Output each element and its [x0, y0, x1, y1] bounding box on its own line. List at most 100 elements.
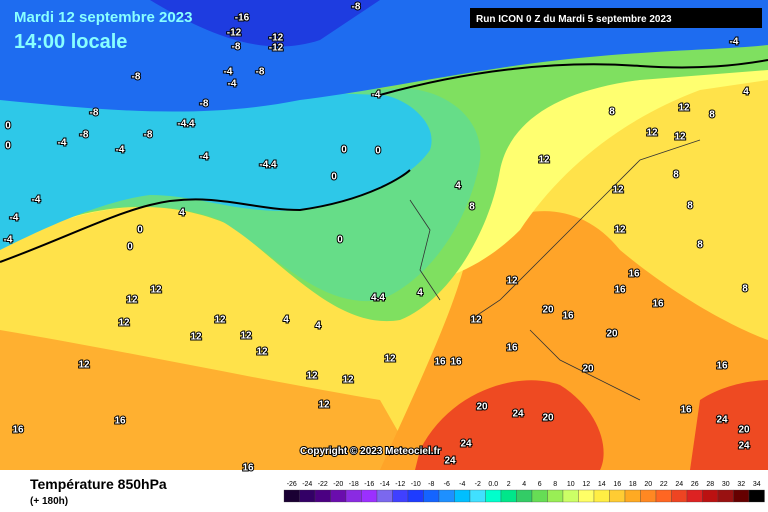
temp-label: 20: [606, 329, 618, 340]
temp-label: 0: [127, 242, 133, 253]
temp-label: 12: [538, 155, 550, 166]
temp-label: -4: [116, 145, 125, 156]
temp-label: -4: [4, 235, 13, 246]
scale-swatch: [516, 489, 533, 503]
scale-swatch: [748, 489, 765, 503]
scale-swatch: [578, 489, 595, 503]
scale-label: 28: [706, 481, 714, 488]
scale-label: 22: [660, 481, 668, 488]
temp-label: 12: [126, 295, 138, 306]
temp-label: 12: [256, 347, 268, 358]
temp-label: 20: [542, 413, 554, 424]
bg-red-east: [690, 380, 768, 470]
scale-label: 14: [598, 481, 606, 488]
temp-label: 8: [709, 110, 715, 121]
temp-label: 24: [444, 456, 456, 467]
temp-label: 12: [190, 332, 202, 343]
scale-swatch: [407, 489, 424, 503]
temp-label: 24: [716, 415, 728, 426]
temp-label: 24: [738, 441, 750, 452]
scale-label: 4: [522, 481, 526, 488]
temp-label: 20: [542, 305, 554, 316]
temp-label: 12: [150, 285, 162, 296]
temp-label: 4: [417, 288, 423, 299]
temp-label: 12: [318, 400, 330, 411]
scale-label: 34: [753, 481, 761, 488]
temp-label: 16: [562, 311, 574, 322]
temp-label: 12: [118, 318, 130, 329]
temp-label: -12: [227, 28, 242, 39]
scale-swatch: [624, 489, 641, 503]
temp-label: 0: [5, 141, 11, 152]
temp-label: 16: [652, 299, 664, 310]
temp-label: 12: [306, 371, 318, 382]
scale-swatch: [423, 489, 440, 503]
temp-label: 20: [582, 364, 594, 375]
temp-label: 16: [628, 269, 640, 280]
scale-label: 32: [737, 481, 745, 488]
scale-swatch: [671, 489, 688, 503]
temp-label: 16: [242, 463, 254, 474]
scale-label: -10: [411, 481, 421, 488]
temp-label: -8: [256, 67, 265, 78]
temp-label: -4.4: [177, 119, 195, 130]
temp-label: 16: [716, 361, 728, 372]
scale-label: -14: [380, 481, 390, 488]
temp-label: 4: [283, 315, 289, 326]
temp-label: -8: [90, 108, 99, 119]
scale-label: -16: [364, 481, 374, 488]
temp-label: 16: [450, 357, 462, 368]
temp-label: 16: [434, 357, 446, 368]
scale-label: 26: [691, 481, 699, 488]
bg-deep-blue: [150, 0, 380, 47]
temp-label: -4: [730, 37, 739, 48]
scale-label: 30: [722, 481, 730, 488]
scale-swatch: [438, 489, 455, 503]
run-box: [470, 8, 762, 28]
scale-swatch: [686, 489, 703, 503]
scale-swatch: [562, 489, 579, 503]
scale-swatch: [392, 489, 409, 503]
scale-label: 18: [629, 481, 637, 488]
scale-swatch: [485, 489, 502, 503]
temp-label: 8: [687, 201, 693, 212]
temp-label: 0: [331, 172, 337, 183]
scale-swatch: [593, 489, 610, 503]
scale-label: -4: [459, 481, 465, 488]
scale-label: 6: [538, 481, 542, 488]
temp-label: 16: [506, 343, 518, 354]
temp-label: -16: [235, 13, 250, 24]
temp-label: 24: [460, 439, 472, 450]
temp-label: -12: [269, 33, 284, 44]
temp-label: 0: [137, 225, 143, 236]
temp-label: 12: [612, 185, 624, 196]
footer-title: Température 850hPa: [30, 476, 167, 492]
scale-label: -24: [302, 481, 312, 488]
scale-label: -26: [287, 481, 297, 488]
temp-label: -8: [200, 99, 209, 110]
scale-label: -18: [349, 481, 359, 488]
temp-label: 8: [742, 284, 748, 295]
scale-label: 2: [507, 481, 511, 488]
temp-label: -12: [269, 43, 284, 54]
freezing-line: [0, 59, 768, 263]
scale-swatch: [733, 489, 750, 503]
temp-label: 4: [179, 208, 185, 219]
temp-label: 12: [678, 103, 690, 114]
temp-label: -4: [224, 67, 233, 78]
temp-label: 4: [743, 87, 749, 98]
scale-label: -22: [318, 481, 328, 488]
scale-label: 24: [675, 481, 683, 488]
temp-label: 8: [673, 170, 679, 181]
temp-label: 20: [476, 402, 488, 413]
temp-label: 12: [342, 375, 354, 386]
temp-label: 12: [240, 331, 252, 342]
scale-swatch: [531, 489, 548, 503]
bg-red: [415, 380, 604, 470]
temp-label: -8: [132, 72, 141, 83]
time: 14:00 locale: [14, 31, 127, 53]
temp-label: 12: [470, 315, 482, 326]
temp-label: 24: [512, 409, 524, 420]
temp-label: 8: [609, 107, 615, 118]
